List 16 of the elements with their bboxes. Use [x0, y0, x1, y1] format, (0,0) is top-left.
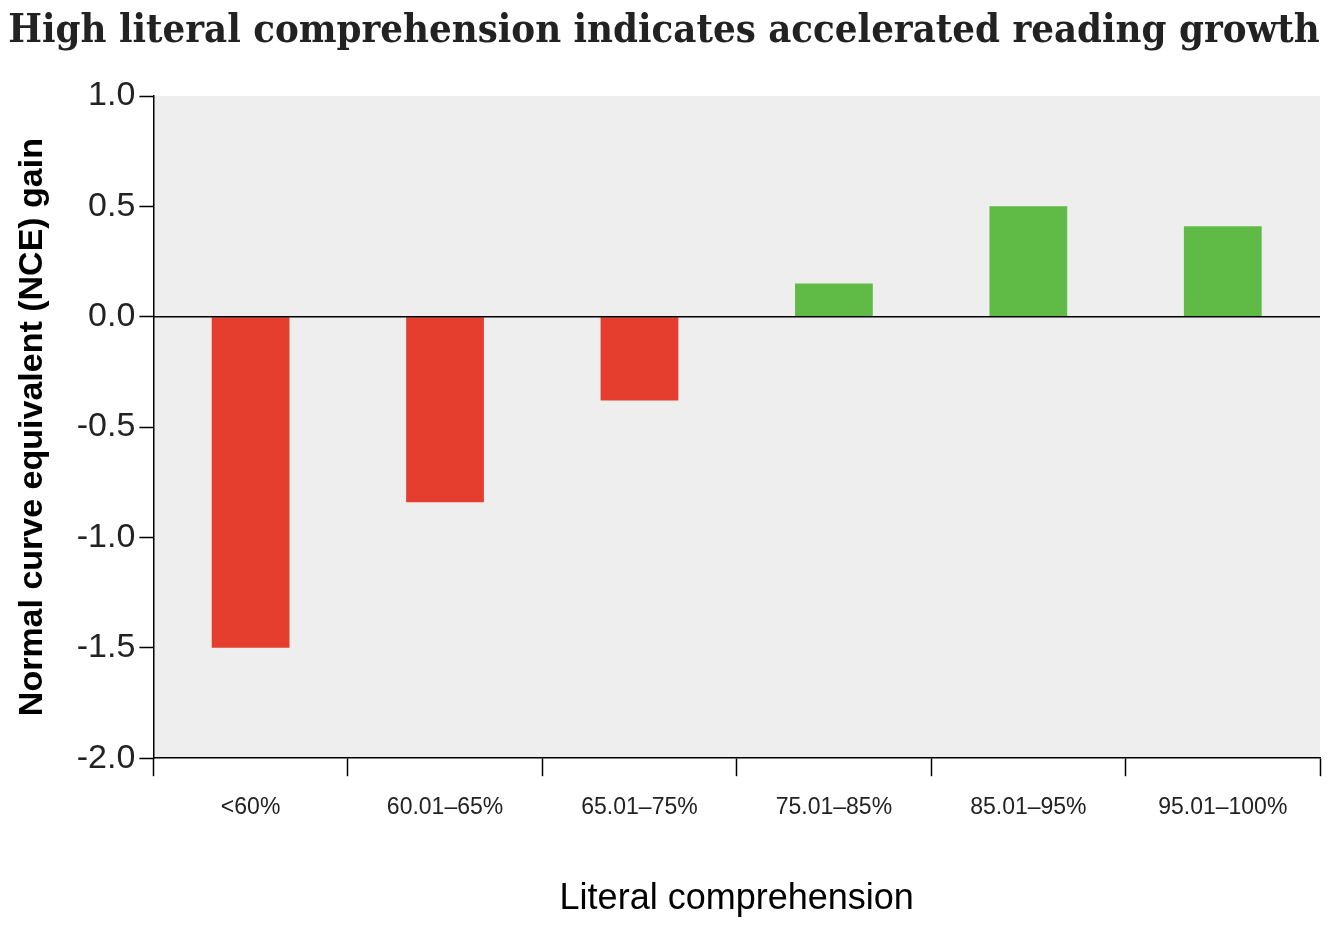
y-tick-label: 1.0 — [88, 74, 136, 113]
y-tick-label: -1.0 — [76, 515, 136, 554]
x-tick-label: 60.01–65% — [386, 793, 504, 820]
x-tick-label: 95.01–100% — [1158, 793, 1288, 820]
x-tick-label: 75.01–85% — [775, 793, 893, 820]
y-tick-label: 0.5 — [88, 184, 136, 223]
y-tick-label: 0.0 — [88, 295, 136, 334]
x-tick-label: 85.01–95% — [970, 793, 1087, 820]
y-axis-title: Normal curve equivalent (NCE) gain — [10, 138, 49, 717]
x-axis-title: Literal comprehension — [559, 876, 914, 918]
y-tick-label: -0.5 — [76, 405, 136, 444]
chart-title: High literal comprehension indicates accelerated reading growth — [8, 4, 1320, 52]
y-tick-label: -1.5 — [76, 626, 136, 665]
x-tick-label: <60% — [220, 793, 281, 820]
x-tick-label: 65.01–75% — [581, 793, 698, 820]
y-tick-label: -2.0 — [76, 736, 136, 775]
